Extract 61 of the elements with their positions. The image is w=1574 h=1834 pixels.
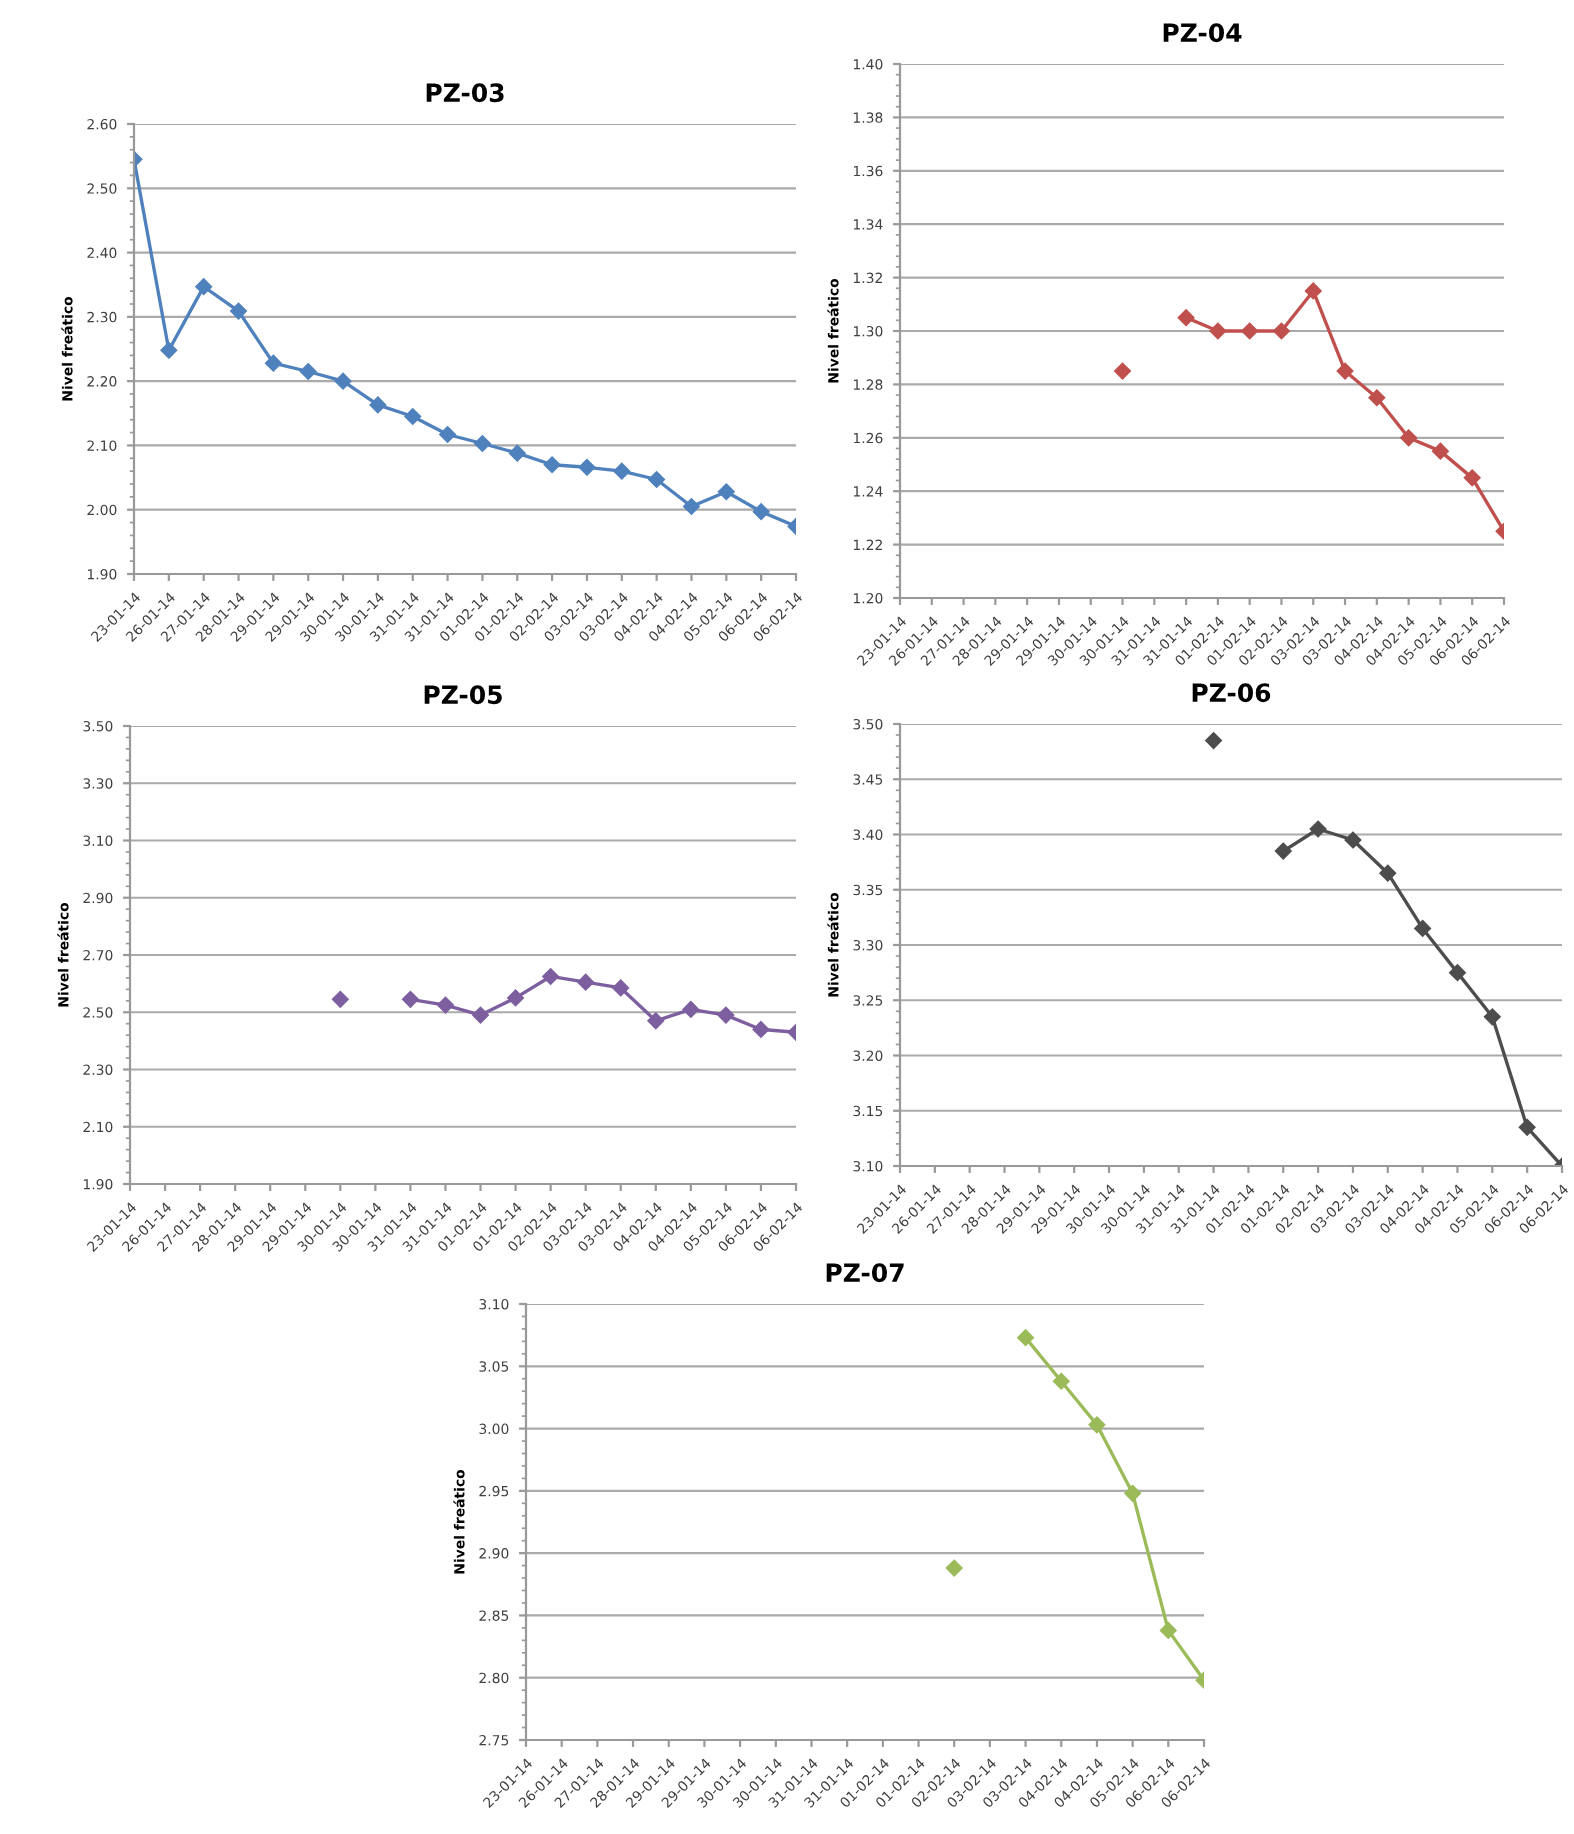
point bbox=[1449, 964, 1466, 981]
point bbox=[1273, 322, 1290, 340]
point bbox=[752, 1021, 770, 1038]
point bbox=[1177, 309, 1195, 326]
point bbox=[299, 363, 317, 380]
point bbox=[1518, 1119, 1536, 1136]
point bbox=[1275, 842, 1292, 860]
point bbox=[195, 278, 212, 295]
point bbox=[577, 973, 594, 991]
point bbox=[1379, 864, 1397, 882]
point bbox=[402, 991, 419, 1008]
point bbox=[404, 408, 421, 425]
point bbox=[1160, 1622, 1177, 1639]
point bbox=[1053, 1372, 1070, 1390]
point bbox=[369, 396, 387, 414]
point bbox=[683, 498, 700, 515]
point bbox=[437, 996, 454, 1014]
chart-title: PZ-06 bbox=[1192, 683, 1271, 703]
point bbox=[1414, 920, 1431, 937]
point bbox=[1344, 831, 1362, 849]
point bbox=[472, 1006, 489, 1024]
point bbox=[334, 372, 352, 390]
point bbox=[543, 456, 561, 473]
point bbox=[612, 979, 629, 997]
chart-title: PZ-04 bbox=[1163, 23, 1242, 43]
point bbox=[507, 989, 524, 1007]
point bbox=[265, 354, 282, 372]
point bbox=[718, 483, 735, 500]
point bbox=[1205, 732, 1222, 749]
point bbox=[1463, 469, 1481, 487]
point bbox=[1088, 1416, 1106, 1434]
point bbox=[752, 503, 770, 520]
point bbox=[332, 991, 349, 1008]
point bbox=[474, 435, 491, 452]
point bbox=[1209, 322, 1227, 340]
point bbox=[1241, 322, 1258, 340]
point bbox=[578, 459, 596, 476]
point bbox=[1484, 1008, 1501, 1026]
point bbox=[160, 342, 178, 359]
point bbox=[1017, 1329, 1034, 1346]
point bbox=[230, 302, 247, 320]
point bbox=[1305, 282, 1322, 300]
point bbox=[648, 471, 665, 488]
chart-title: PZ-03 bbox=[426, 83, 504, 103]
point bbox=[682, 1001, 700, 1018]
chart-title: PZ-07 bbox=[826, 1263, 904, 1283]
point bbox=[1400, 429, 1417, 447]
point bbox=[1432, 442, 1449, 460]
point bbox=[1336, 362, 1354, 380]
point bbox=[647, 1012, 665, 1030]
point bbox=[945, 1559, 963, 1577]
point bbox=[1114, 362, 1131, 380]
point bbox=[1124, 1485, 1141, 1502]
chart-title: PZ-05 bbox=[424, 685, 502, 705]
point bbox=[1309, 820, 1327, 838]
point bbox=[542, 968, 559, 985]
point bbox=[509, 444, 526, 462]
point bbox=[439, 426, 456, 443]
point bbox=[1368, 389, 1386, 407]
point bbox=[717, 1006, 735, 1024]
point bbox=[613, 462, 631, 480]
